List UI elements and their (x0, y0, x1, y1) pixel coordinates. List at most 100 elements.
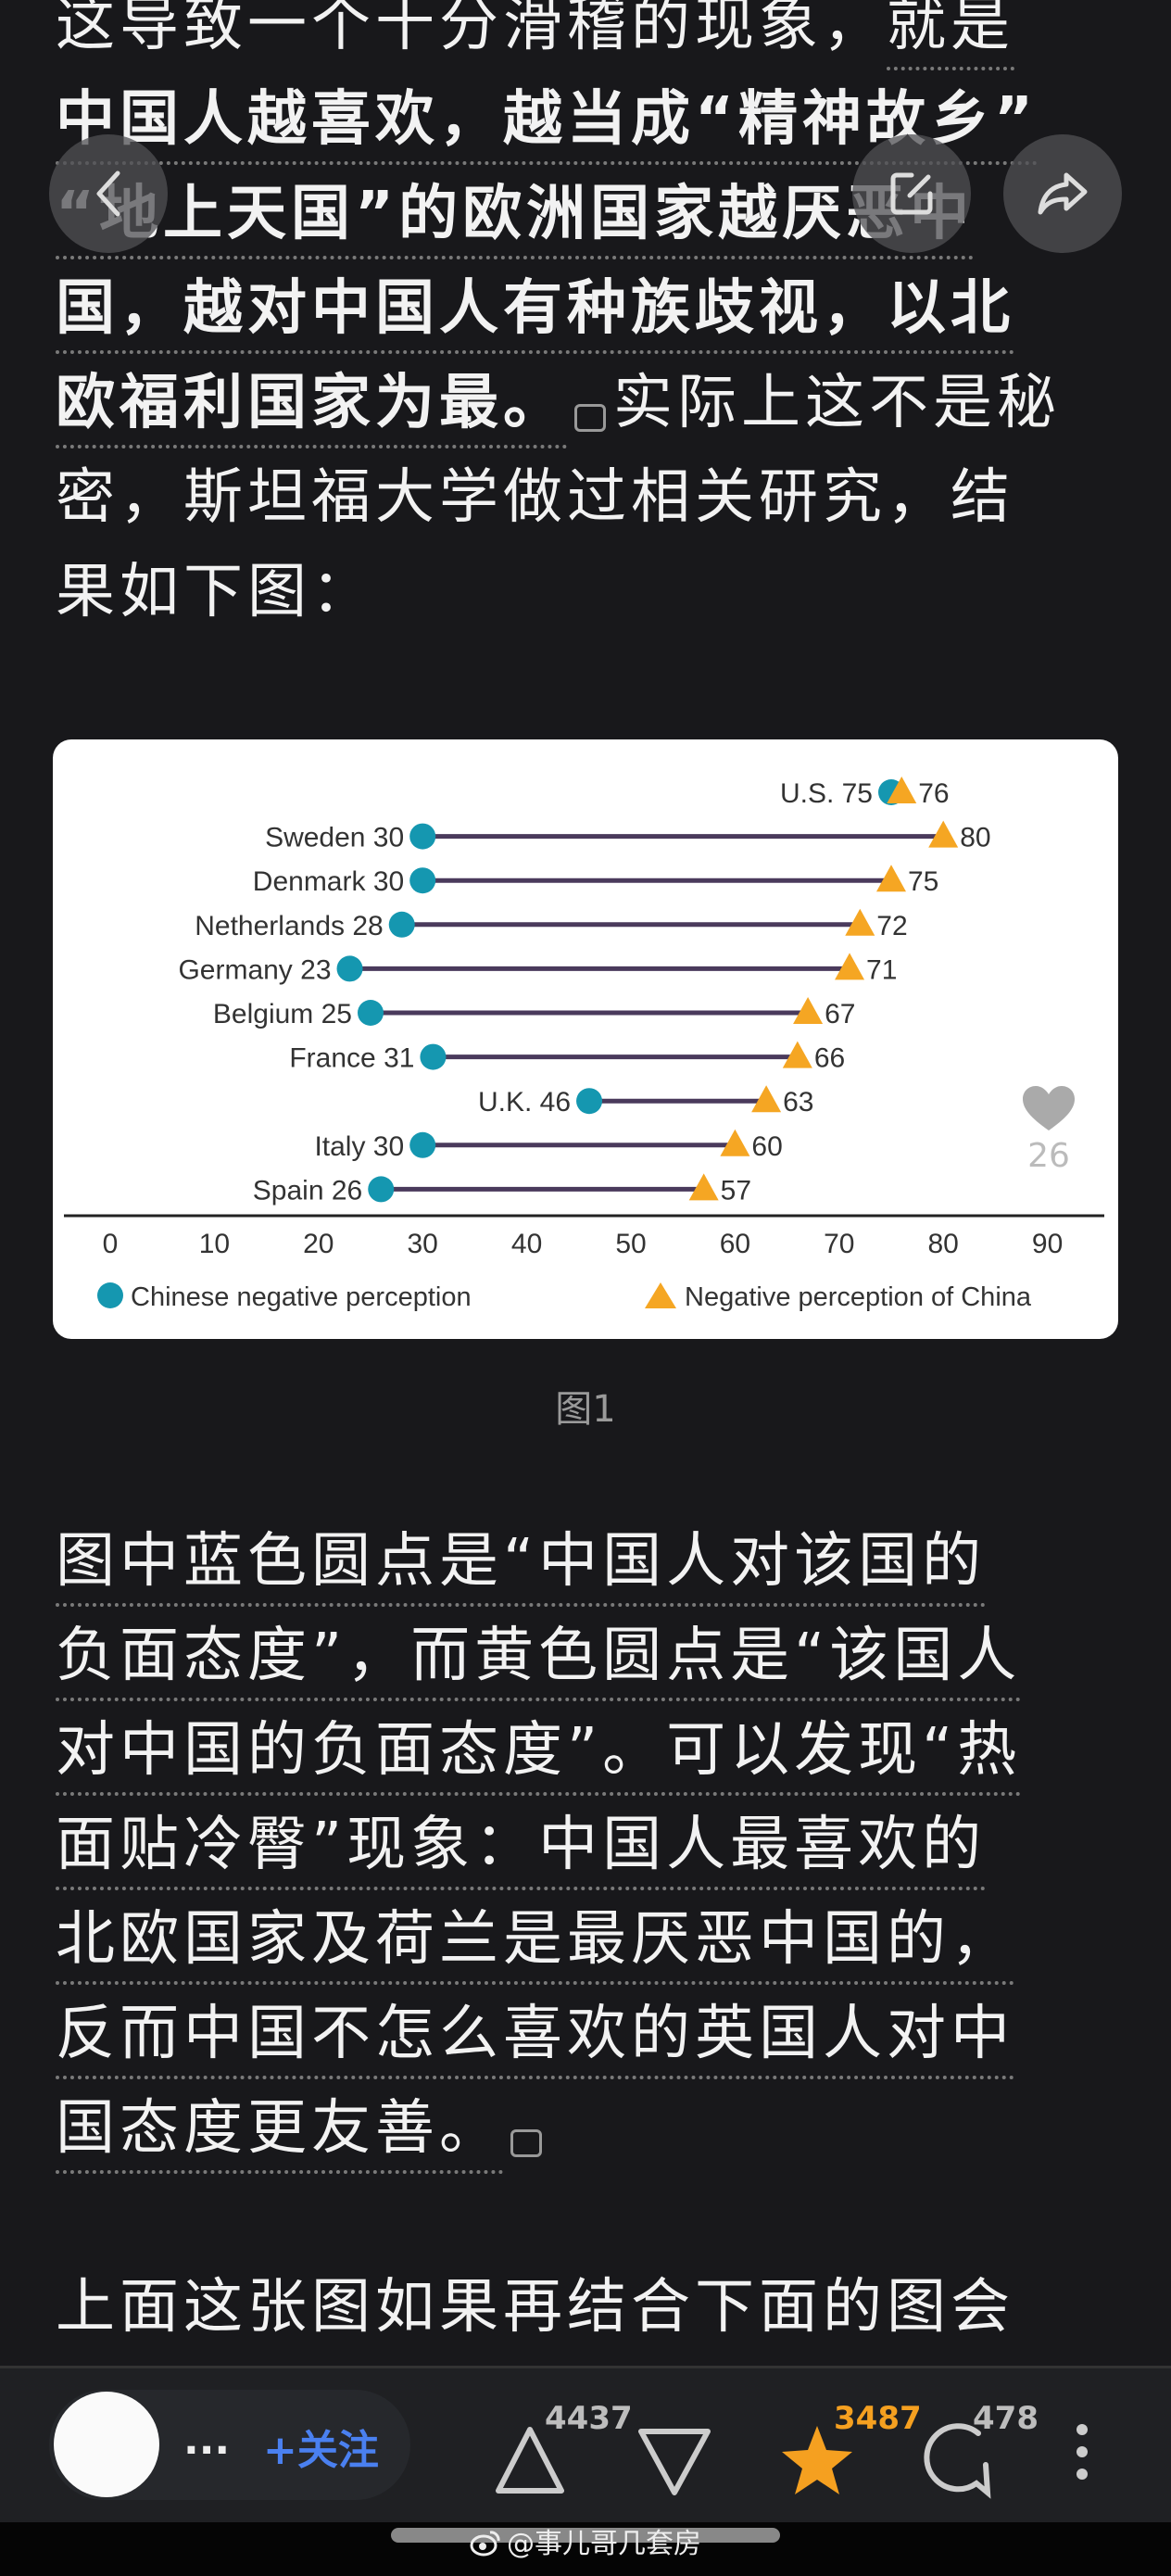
image-like-count: 26 (1027, 1137, 1070, 1175)
value-label: 63 (783, 1087, 813, 1118)
text-span: 密，斯坦福大学做过相关研究，结 (56, 463, 1014, 532)
x-tick-label: 70 (824, 1229, 854, 1259)
comment-count: 478 (973, 2400, 1039, 2437)
figure-caption: 图1 (555, 1388, 616, 1431)
text-line: 国态度更友善。 (56, 2087, 549, 2174)
category-label: Denmark 30 (253, 866, 404, 897)
value-label: 76 (918, 778, 949, 809)
edit-button[interactable] (852, 134, 971, 253)
text-line: 反而中国不怎么喜欢的英国人对中 (56, 1992, 1014, 2079)
triangle-marker (720, 1129, 750, 1156)
x-tick-label: 0 (103, 1229, 119, 1259)
comment-marker-icon[interactable] (510, 2129, 542, 2157)
circle-marker (388, 911, 415, 938)
share-icon (1038, 172, 1088, 215)
text-line: 国，越对中国人有种族歧视，以北 (56, 267, 1014, 354)
text-line: 这导致一个十分滑稽的现象，就是 (56, 0, 1014, 70)
downvote-icon[interactable] (637, 2424, 711, 2498)
circle-marker (420, 1043, 447, 1070)
category-label: Sweden 30 (265, 823, 404, 853)
chevron-left-icon (96, 170, 120, 217)
category-label: U.S. 75 (780, 778, 873, 809)
text-line: 面贴冷臀”现象：中国人最喜欢的 (56, 1803, 987, 1890)
x-tick-label: 40 (511, 1229, 542, 1259)
text-line: “地上天国”的欧洲国家越厌恶中 (56, 172, 975, 259)
triangle-marker (845, 908, 875, 936)
favorite-count: 3487 (834, 2400, 922, 2437)
triangle-marker (928, 820, 959, 848)
x-tick-label: 80 (928, 1229, 959, 1259)
value-label: 72 (876, 911, 907, 941)
legend-label: Negative perception of China (685, 1282, 1032, 1312)
avatar[interactable] (54, 2392, 159, 2497)
circle-marker (409, 867, 436, 894)
text-line: 欧福利国家为最。 实际上这不是秘 (56, 361, 1061, 448)
upvote-count: 4437 (545, 2400, 633, 2437)
legend-circle-icon (97, 1282, 123, 1308)
text-span: 国态度更友善。 (56, 2094, 503, 2174)
circle-marker (358, 1000, 384, 1026)
text-line: 中国人越喜欢，越当成“精神故乡” (56, 78, 1039, 165)
edit-icon (890, 172, 933, 215)
category-label: Germany 23 (178, 954, 331, 985)
system-footer: @事儿哥几套房 (0, 2522, 1171, 2576)
follow-button[interactable]: +关注 (263, 2427, 379, 2474)
share-button[interactable] (1003, 134, 1122, 253)
back-button[interactable] (49, 134, 168, 253)
text-span: 这导致一个十分滑稽的现象， (56, 0, 887, 59)
text-span: 就是 (887, 0, 1014, 70)
value-label: 67 (825, 999, 855, 1029)
category-label: Italy 30 (314, 1131, 404, 1162)
circle-marker (409, 1131, 436, 1158)
text-span: 图中蓝色圆点是“中国人对该国的 (56, 1527, 987, 1607)
text-line: 密，斯坦福大学做过相关研究，结 (56, 456, 1014, 539)
value-label: 80 (960, 823, 990, 853)
category-label: Belgium 25 (213, 999, 352, 1029)
heart-icon (1023, 1086, 1075, 1130)
circle-marker (409, 823, 436, 850)
article-paragraph-3: 上面这张图如果再结合下面的图会 (56, 2273, 1014, 2342)
text-span: 对中国的负面态度”。可以发现“热 (56, 1716, 1022, 1796)
triangle-marker (751, 1085, 782, 1113)
text-line: 图中蓝色圆点是“中国人对该国的 (56, 1520, 987, 1607)
x-tick-label: 60 (720, 1229, 750, 1259)
favorite-star-icon[interactable] (780, 2422, 854, 2496)
text-line: 果如下图： (56, 550, 375, 634)
x-tick-label: 50 (615, 1229, 646, 1259)
legend-label: Chinese negative perception (131, 1282, 472, 1312)
home-indicator[interactable] (391, 2528, 780, 2543)
text-span: 果如下图： (56, 558, 375, 626)
triangle-marker (887, 777, 917, 803)
triangle-marker (793, 997, 824, 1024)
text-span: 国，越对中国人有种族歧视，以北 (56, 274, 1014, 354)
x-tick-label: 30 (408, 1229, 438, 1259)
x-tick-label: 90 (1032, 1229, 1063, 1259)
triangle-marker (782, 1041, 812, 1068)
image-like[interactable]: 26 (1016, 1084, 1081, 1175)
text-span: 北欧国家及荷兰是最厌恶中国的， (56, 1905, 1014, 1985)
category-label: France 31 (289, 1043, 414, 1074)
category-label: U.K. 46 (478, 1087, 571, 1118)
upvote-icon[interactable] (495, 2424, 565, 2498)
value-label: 57 (721, 1175, 751, 1206)
text-line: 负面态度”，而黄色圆点是“该国人 (56, 1614, 1022, 1701)
value-label: 75 (908, 866, 938, 897)
weibo-logo-icon (470, 2531, 500, 2557)
more-options-icon[interactable] (1077, 2424, 1089, 2480)
comment-marker-icon[interactable] (574, 404, 606, 432)
value-label: 60 (751, 1131, 782, 1162)
value-label: 71 (866, 954, 897, 985)
triangle-marker (835, 953, 865, 980)
x-tick-label: 20 (303, 1229, 334, 1259)
circle-marker (336, 955, 363, 982)
bottom-action-bar: ... +关注 4437 3487 478 (0, 2366, 1171, 2525)
text-span: 欧福利国家为最。 (56, 369, 567, 448)
chart-image[interactable]: U.S. 75 76 Sweden 30 80 Denmark 30 75 Netherla… (53, 739, 1118, 1339)
text-span: “地上天国”的欧洲国家越厌恶中 (56, 180, 975, 259)
text-line: 北欧国家及荷兰是最厌恶中国的， (56, 1898, 1014, 1985)
comment-icon[interactable] (923, 2422, 997, 2500)
legend-triangle-icon (645, 1282, 676, 1308)
author-name-truncated: ... (183, 2417, 231, 2464)
x-tick-label: 10 (199, 1229, 230, 1259)
triangle-marker (876, 865, 906, 892)
